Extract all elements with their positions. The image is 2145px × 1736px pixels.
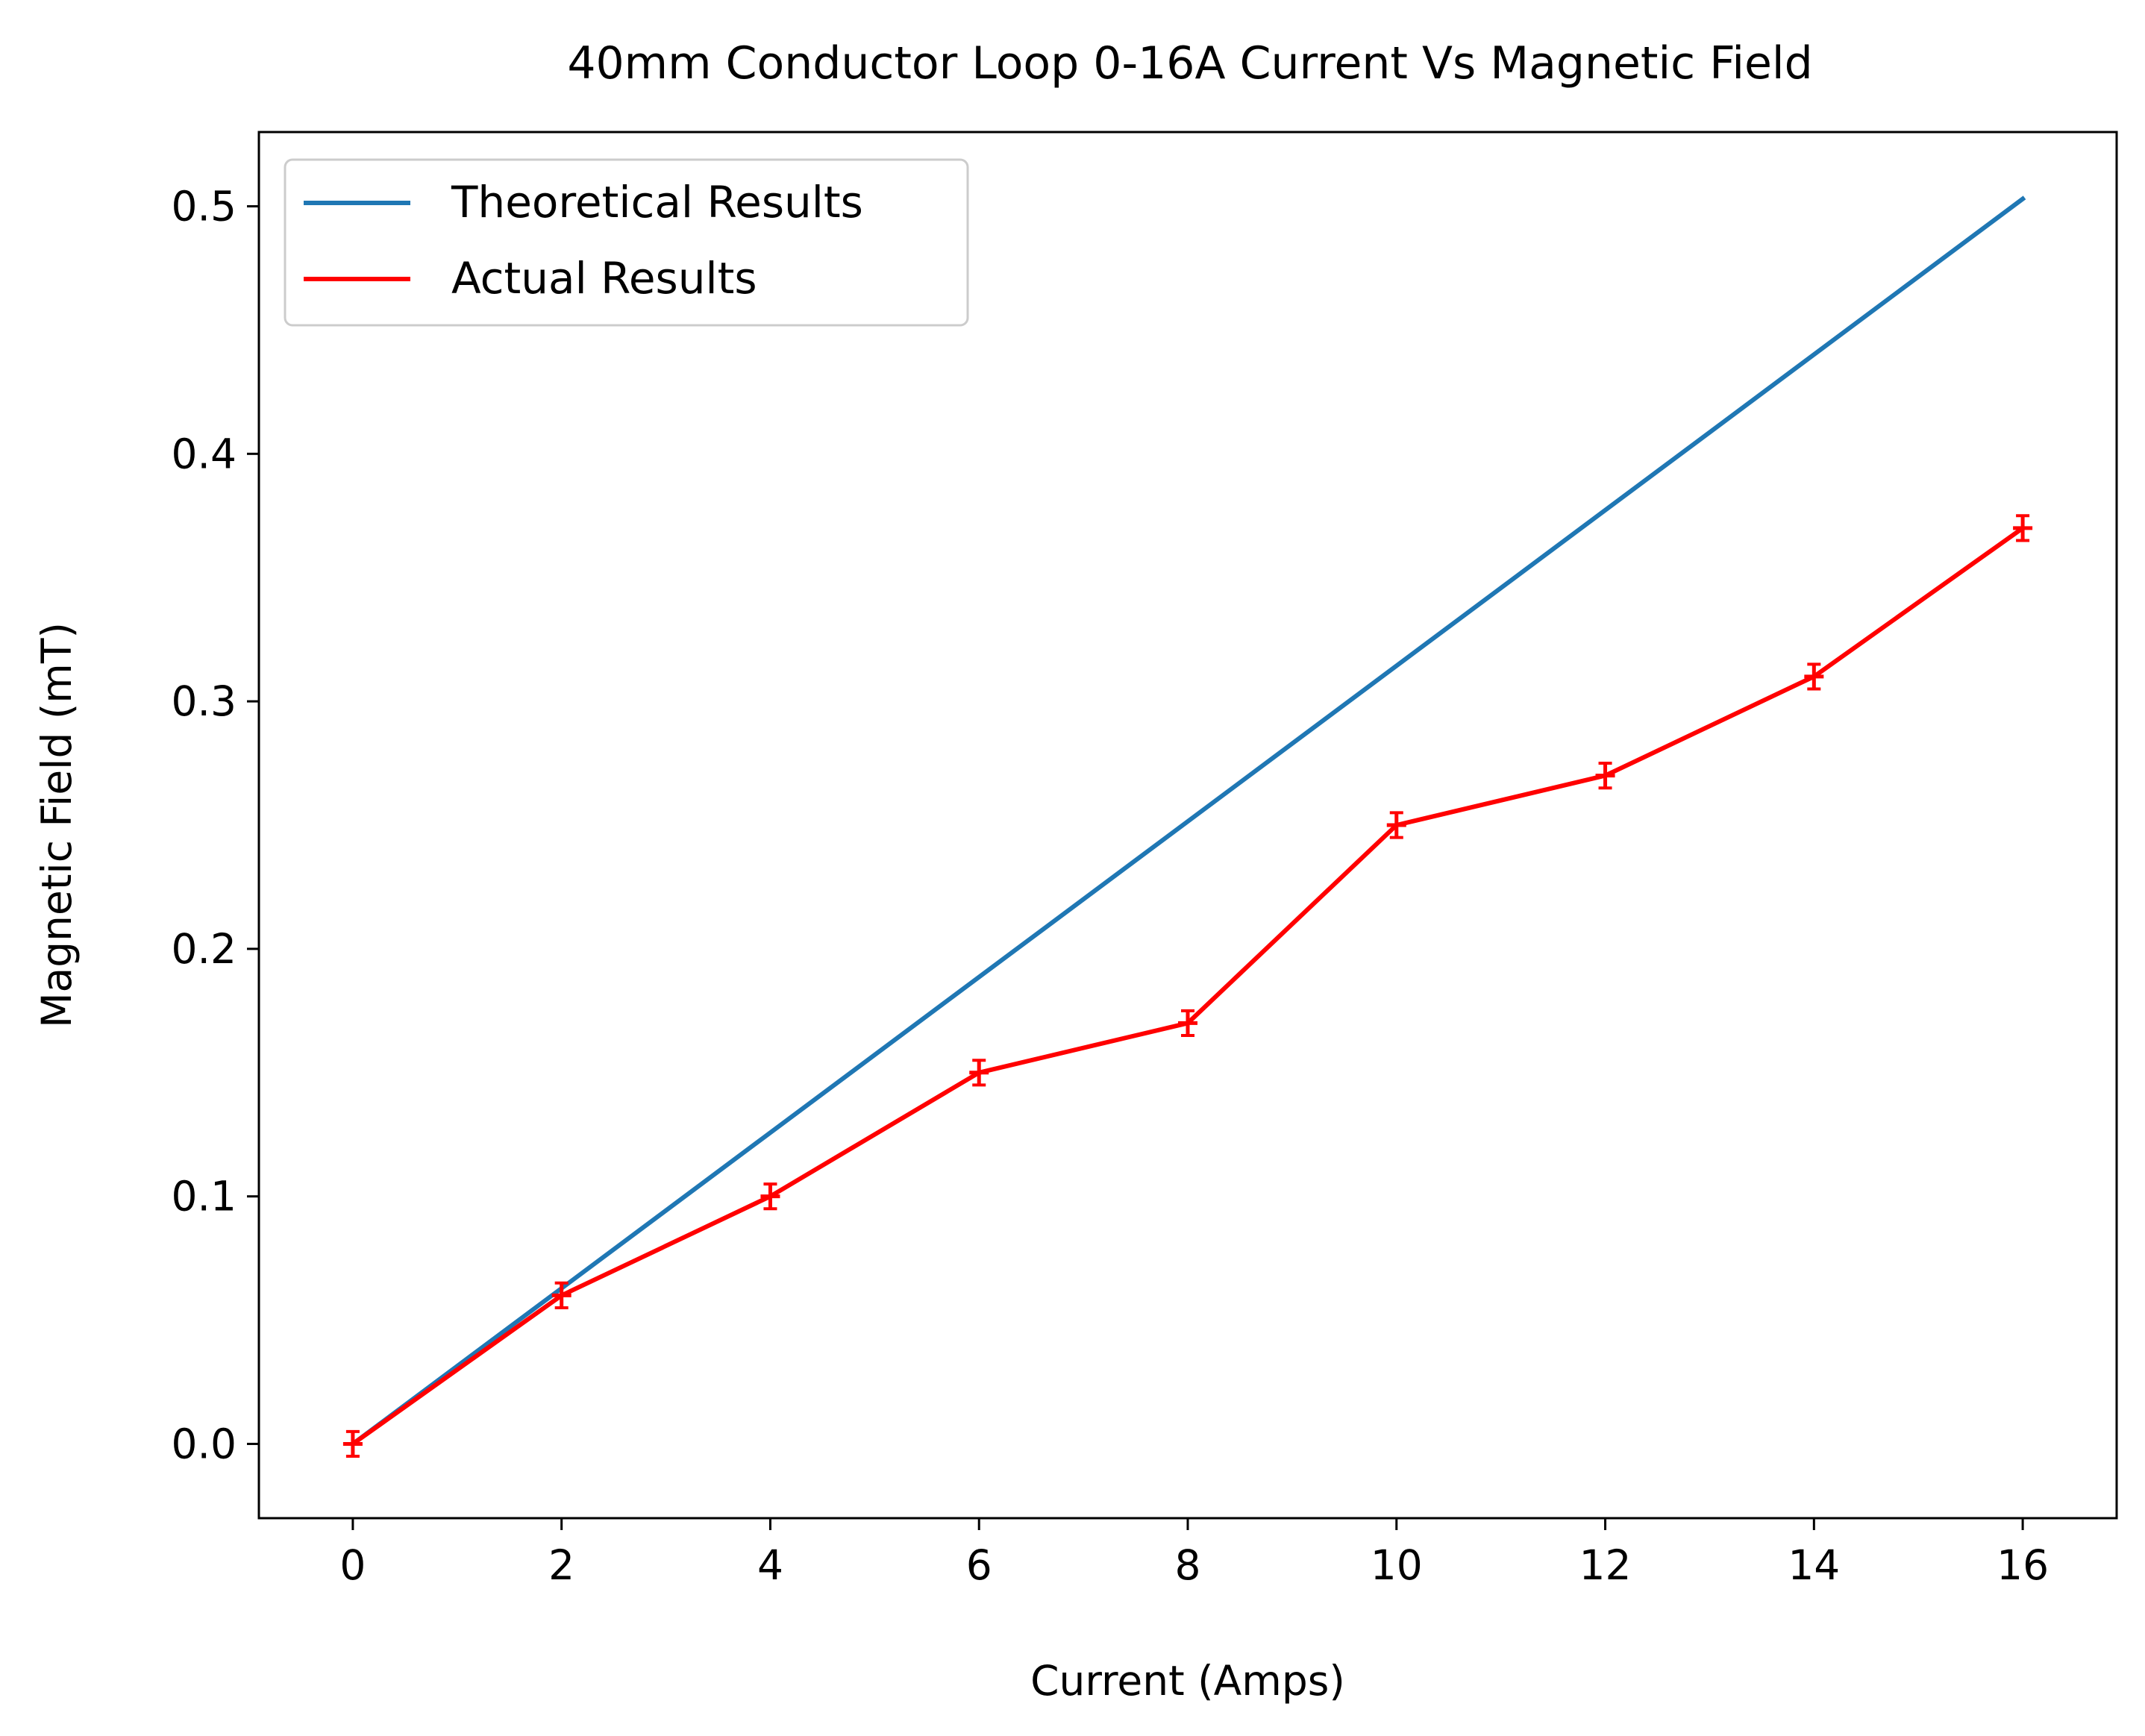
y-tick-label: 0.5 [172, 183, 237, 231]
x-axis-ticks: 0 2 4 6 8 10 12 14 16 [339, 1518, 2049, 1589]
y-tick-label: 0.2 [172, 925, 237, 973]
data-point-actual-results [969, 1059, 989, 1087]
x-tick-label: 6 [966, 1541, 992, 1589]
y-tick-label: 0.3 [172, 677, 237, 725]
chart-title: 40mm Conductor Loop 0-16A Current Vs Mag… [567, 37, 1812, 90]
legend-label-theoretical: Theoretical Results [451, 177, 863, 228]
data-point-actual-results [760, 1182, 780, 1211]
y-tick-label: 0.0 [172, 1420, 237, 1467]
series-layer [342, 195, 2033, 1458]
data-point-actual-results [1595, 762, 1615, 790]
y-axis-label: Magnetic Field (mT) [33, 622, 81, 1028]
legend-label-actual: Actual Results [451, 253, 757, 304]
y-axis-ticks: 0.0 0.1 0.2 0.3 0.4 0.5 [172, 183, 259, 1467]
x-tick-label: 2 [548, 1541, 574, 1589]
x-tick-label: 14 [1788, 1541, 1840, 1589]
data-point-actual-results [1178, 1009, 1197, 1038]
x-tick-label: 8 [1175, 1541, 1201, 1589]
y-tick-label: 0.4 [172, 430, 237, 477]
data-point-actual-results [1804, 662, 1824, 691]
legend: Theoretical Results Actual Results [284, 158, 969, 327]
legend-box [284, 158, 969, 327]
x-tick-label: 10 [1371, 1541, 1423, 1589]
y-tick-label: 0.1 [172, 1173, 237, 1220]
x-tick-label: 0 [339, 1541, 366, 1589]
data-point-actual-results [1386, 811, 1406, 839]
axes-frame [257, 131, 2118, 1520]
x-tick-label: 16 [1997, 1541, 2049, 1589]
x-tick-label: 12 [1579, 1541, 1632, 1589]
x-axis-label: Current (Amps) [1030, 1657, 1345, 1705]
data-point-actual-results [2013, 514, 2033, 542]
series-line-theoretical-results [349, 195, 2026, 1447]
data-point-actual-results [342, 1429, 363, 1458]
x-tick-label: 4 [757, 1541, 783, 1589]
data-point-actual-results [551, 1281, 572, 1309]
